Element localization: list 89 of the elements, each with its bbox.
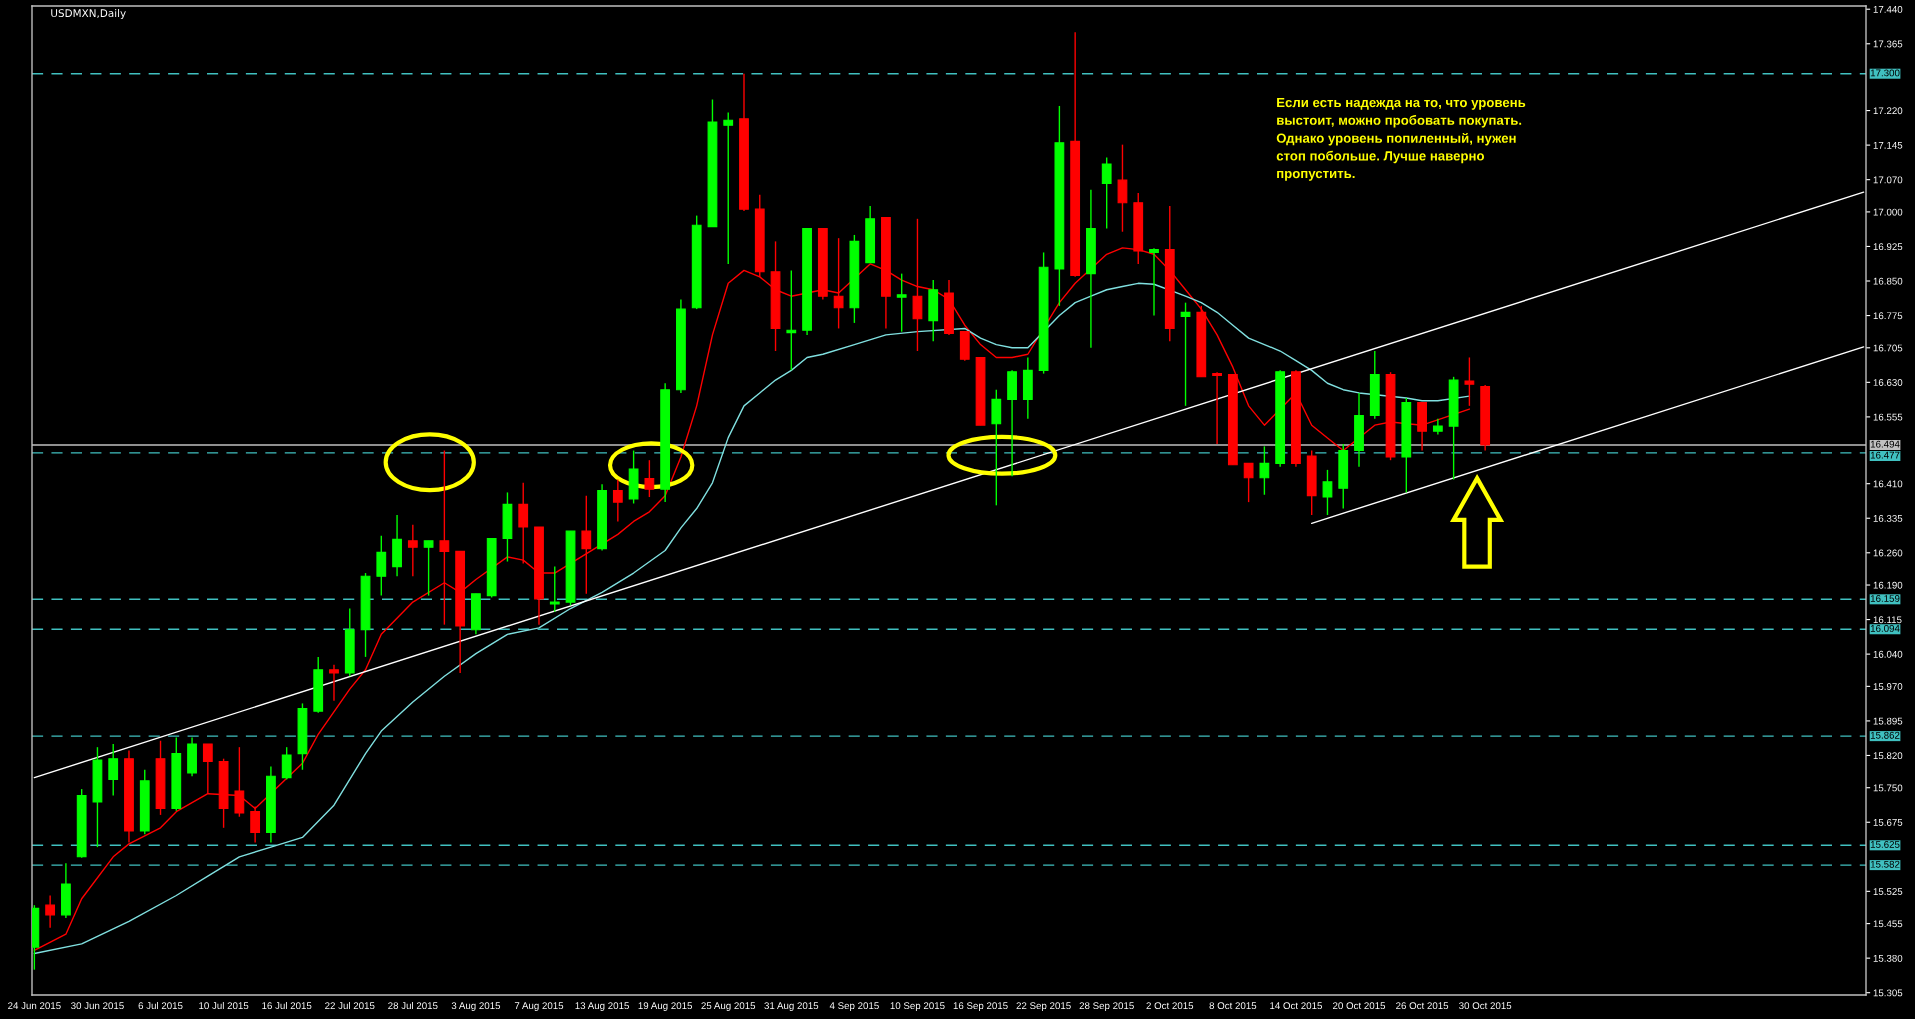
ref-line-label: 16.494	[1870, 440, 1900, 448]
x-tick-label: 10 Sep 2015	[890, 1002, 945, 1012]
y-tick-label: 15.970	[1873, 683, 1903, 690]
x-tick-label: 26 Oct 2015	[1396, 1002, 1449, 1010]
candlestick	[549, 565, 560, 613]
y-tick-label: 16.410	[1873, 480, 1903, 488]
y-tick-label: 16.260	[1873, 549, 1903, 557]
candlestick	[202, 743, 213, 795]
candlestick	[723, 111, 734, 265]
y-tick-label: 15.380	[1873, 954, 1903, 962]
candlestick	[439, 449, 450, 626]
y-tick-label: 16.925	[1873, 243, 1903, 251]
y-tick-label: 17.365	[1873, 40, 1903, 48]
candlestick	[896, 272, 907, 333]
y-tick-label: 16.630	[1873, 379, 1903, 386]
candlestick	[644, 459, 655, 498]
candlestick	[1180, 301, 1191, 407]
candlestick	[1117, 143, 1128, 233]
ref-line-label: 15.582	[1870, 860, 1900, 868]
x-tick-label: 16 Jul 2015	[262, 1001, 312, 1010]
y-tick-label: 15.455	[1873, 920, 1903, 928]
x-tick-label: 6 Jul 2015	[138, 1001, 183, 1010]
y-tick-label: 16.190	[1873, 581, 1903, 589]
x-tick-label: 3 Aug 2015	[451, 1002, 501, 1012]
candlestick	[581, 494, 592, 595]
x-tick-label: 10 Jul 2015	[199, 1001, 249, 1010]
x-tick-label: 28 Sep 2015	[1079, 1002, 1134, 1012]
candlestick	[1149, 247, 1159, 317]
x-tick-label: 8 Oct 2015	[1209, 1002, 1257, 1010]
ref-line-label: 16.477	[1870, 451, 1900, 459]
x-tick-label: 7 Aug 2015	[514, 1002, 564, 1012]
y-tick-label: 17.440	[1873, 5, 1903, 13]
x-tick-label: 31 Aug 2015	[764, 1002, 819, 1012]
ref-line-label: 17.300	[1870, 69, 1900, 77]
ref-line-label: 16.159	[1870, 595, 1900, 602]
x-tick-label: 25 Aug 2015	[701, 1002, 756, 1012]
y-tick-label: 16.115	[1873, 616, 1902, 624]
candlestick	[108, 743, 119, 797]
candlestick	[612, 478, 623, 523]
candlestick	[281, 746, 292, 781]
candlestick	[1101, 156, 1112, 230]
x-tick-label: 28 Jul 2015	[388, 1001, 438, 1010]
y-tick-label: 17.000	[1873, 208, 1903, 216]
y-tick-label: 16.705	[1873, 344, 1903, 352]
x-tick-label: 13 Aug 2015	[575, 1002, 629, 1012]
x-tick-label: 24 Jun 2015	[8, 1002, 61, 1010]
candlestick	[1212, 371, 1222, 445]
x-tick-label: 22 Jul 2015	[325, 1001, 375, 1010]
y-tick-label: 17.145	[1873, 141, 1903, 149]
candlestick	[1243, 462, 1254, 503]
x-tick-label: 30 Oct 2015	[1459, 1002, 1512, 1010]
y-tick-label: 16.775	[1873, 312, 1903, 320]
candlestick	[329, 664, 339, 702]
y-tick-label: 15.895	[1873, 717, 1903, 725]
y-tick-label: 17.070	[1873, 176, 1903, 184]
x-tick-label: 16 Sep 2015	[953, 1002, 1008, 1012]
x-tick-label: 30 Jun 2015	[71, 1002, 124, 1010]
x-tick-label: 20 Oct 2015	[1333, 1002, 1386, 1010]
x-tick-label: 4 Sep 2015	[829, 1002, 879, 1012]
candlestick	[1464, 356, 1475, 407]
candlestick	[250, 805, 261, 844]
y-tick-label: 16.040	[1873, 650, 1903, 658]
chart-title: USDMXN,Daily	[51, 8, 126, 20]
y-tick-label: 15.525	[1873, 888, 1903, 895]
ref-line-label: 15.625	[1870, 841, 1900, 848]
ref-line-label: 16.094	[1870, 624, 1900, 632]
candlestick	[423, 540, 434, 597]
candlestick	[786, 269, 797, 372]
y-tick-label: 17.220	[1873, 107, 1903, 115]
x-tick-label: 22 Sep 2015	[1016, 1002, 1071, 1012]
annotation: Если есть надежда на то, что уровень выстоит, можно пробовать покупать. Однако уровень попиленный, нужен стоп побольше. Лучше наверно пропустить.	[1276, 97, 1526, 181]
x-tick-label: 2 Oct 2015	[1146, 1002, 1194, 1010]
ref-line-label: 15.862	[1870, 731, 1900, 739]
y-tick-label: 15.675	[1873, 818, 1903, 826]
y-tick-label: 15.305	[1873, 989, 1903, 997]
y-tick-label: 16.335	[1873, 514, 1903, 522]
x-tick-label: 14 Oct 2015	[1270, 1002, 1323, 1010]
candlestick	[1259, 445, 1270, 496]
y-tick-label: 15.820	[1873, 752, 1903, 760]
candlestick	[407, 523, 418, 577]
candlestick	[376, 535, 387, 597]
candlestick	[518, 482, 529, 565]
candlestick	[1322, 469, 1333, 516]
y-tick-label: 15.750	[1873, 784, 1903, 792]
candlestick	[234, 746, 245, 818]
x-tick-label: 19 Aug 2015	[638, 1002, 693, 1012]
y-tick-label: 16.555	[1873, 413, 1903, 421]
candlestick	[45, 894, 56, 929]
y-tick-label: 16.850	[1873, 277, 1903, 285]
